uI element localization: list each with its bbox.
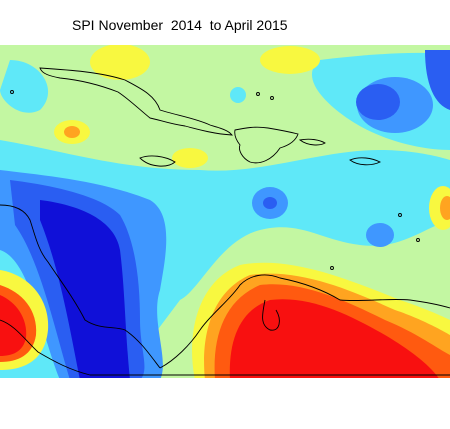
map-title: SPI November 2014 to April 2015 [72,17,288,33]
coastlines [0,67,450,376]
spi-field [0,45,450,378]
